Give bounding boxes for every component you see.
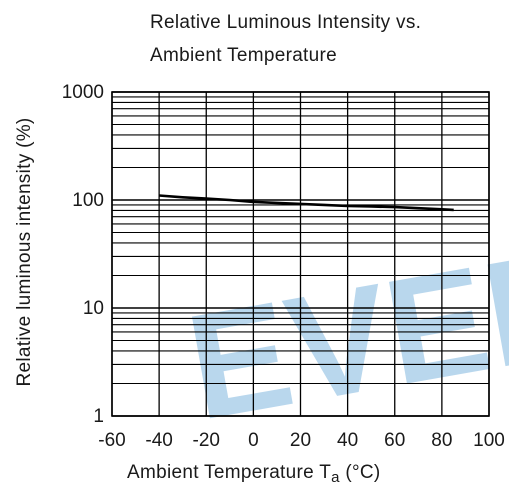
x-tick-label: 0 — [248, 430, 259, 451]
x-tick-label: 40 — [337, 430, 358, 451]
x-tick-label: -40 — [145, 430, 172, 451]
chart-title-line: Ambient Temperature — [150, 45, 337, 66]
y-tick-label: 100 — [72, 190, 104, 211]
x-tick-label: -60 — [98, 430, 125, 451]
x-tick-label: 100 — [473, 430, 505, 451]
plot-frame — [111, 91, 490, 417]
series-line — [159, 194, 454, 212]
chart-title-line: Relative Luminous Intensity vs. — [150, 12, 421, 33]
y-tick-label: 1000 — [62, 82, 104, 103]
y-axis-title: Relative luminous intensity (%) — [14, 117, 35, 386]
y-tick-label: 10 — [83, 298, 104, 319]
y-tick-label: 1 — [93, 406, 104, 427]
x-axis-title: Ambient Temperature Ta (°C) — [127, 462, 381, 486]
x-tick-label: -20 — [193, 430, 220, 451]
x-tick-label: 20 — [290, 430, 311, 451]
x-tick-label: 80 — [431, 430, 452, 451]
grid-layer — [111, 91, 490, 417]
text-layer: Relative Luminous Intensity vs. Ambient T… — [14, 12, 505, 486]
x-tick-label: 60 — [384, 430, 405, 451]
series-layer — [159, 194, 454, 212]
